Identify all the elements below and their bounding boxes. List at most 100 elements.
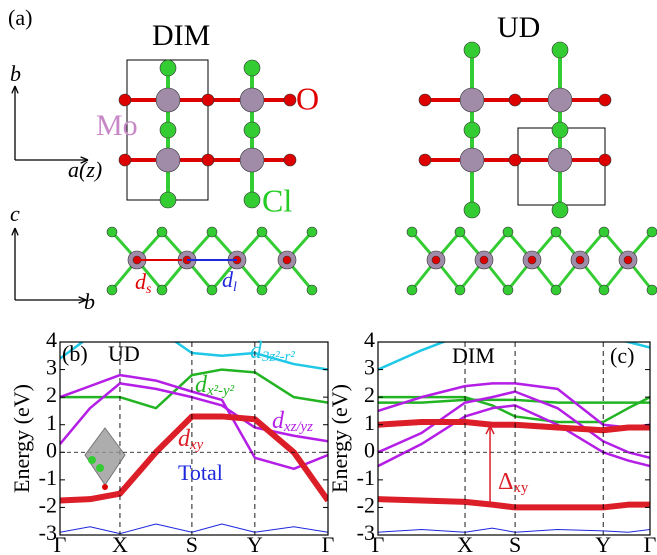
atom (460, 148, 484, 172)
y-tick-label: 2 (364, 382, 375, 407)
y-tick-label: -1 (39, 465, 57, 490)
atom (207, 285, 217, 295)
band (378, 400, 650, 403)
atom (548, 148, 572, 172)
panel-label: (a) (8, 5, 32, 30)
y-tick-label: 1 (46, 410, 57, 435)
element-label: Cl (262, 182, 292, 218)
atom (576, 256, 584, 264)
atom (284, 154, 296, 166)
y-tick-label: -3 (357, 520, 375, 545)
axis-label: c (10, 201, 20, 226)
y-tick-label: 4 (46, 327, 57, 352)
atom (548, 88, 572, 112)
atom (599, 154, 611, 166)
element-label: O (296, 80, 319, 116)
y-tick-label: -1 (357, 465, 375, 490)
atom (464, 122, 480, 138)
bond-label: dl (222, 267, 237, 295)
annotation-symbol: Δ (498, 469, 513, 495)
atom (156, 148, 180, 172)
atom (283, 256, 291, 264)
band (378, 405, 650, 466)
atom (244, 192, 260, 208)
structures (12, 42, 657, 303)
atom (407, 227, 417, 237)
atom (240, 148, 264, 172)
atom (552, 42, 568, 58)
atom-icon (96, 464, 104, 472)
atom (647, 227, 657, 237)
axis-label: b (84, 289, 95, 314)
y-tick-label: -3 (39, 520, 57, 545)
atom (257, 285, 267, 295)
atom (119, 94, 131, 106)
atom (240, 88, 264, 112)
bond-subscript: l (233, 280, 237, 295)
atom (528, 256, 536, 264)
atom (455, 285, 465, 295)
atom (407, 285, 417, 295)
structure-title: DIM (152, 19, 210, 52)
atom (107, 285, 117, 295)
y-tick-label: 3 (364, 355, 375, 380)
element-label: Mo (96, 109, 138, 142)
atom (157, 227, 167, 237)
atom (599, 285, 609, 295)
atom (552, 202, 568, 218)
atom (244, 60, 260, 76)
y-tick-label: 1 (364, 410, 375, 435)
band (378, 499, 650, 507)
y-tick-label: -2 (357, 492, 375, 517)
y-tick-label: 3 (46, 355, 57, 380)
atom (503, 285, 513, 295)
atom (307, 285, 317, 295)
atom (503, 227, 513, 237)
atom (460, 88, 484, 112)
atom (552, 122, 568, 138)
atom (119, 154, 131, 166)
atom (160, 122, 176, 138)
axis-label: b (10, 61, 21, 86)
series-label-subscript: 3z²-r² (261, 349, 295, 365)
atom (419, 154, 431, 166)
atom (307, 227, 317, 237)
atom (156, 88, 180, 112)
atom-icon (102, 484, 108, 490)
atom (257, 227, 267, 237)
bond-subscript: s (146, 282, 152, 297)
atom (551, 285, 561, 295)
atom-icon (88, 456, 96, 464)
y-tick-label: 0 (364, 437, 375, 462)
figure: (a) DIM UD b a(z) c b Mo O Cl ds dl ΓXSY… (0, 0, 657, 555)
panel-label: (c) (610, 343, 634, 368)
y-tick-label: 2 (46, 382, 57, 407)
series-label: dx²-y² (195, 372, 235, 400)
panel-label: (b) (62, 341, 88, 366)
y-tick-label: 4 (364, 327, 375, 352)
atom (284, 94, 296, 106)
atom (202, 154, 214, 166)
atom (647, 285, 657, 295)
atom (464, 202, 480, 218)
axis-label: a(z) (68, 157, 102, 182)
series-label: Total (178, 460, 223, 485)
atom (160, 60, 176, 76)
atom (107, 227, 117, 237)
series-label-subscript: xz/yz (283, 419, 313, 435)
series-label: dxy (178, 426, 204, 454)
y-tick-label: -2 (39, 492, 57, 517)
atom (157, 285, 167, 295)
atom (432, 256, 440, 264)
atom (509, 154, 521, 166)
band (60, 370, 328, 409)
atom (599, 94, 611, 106)
annotation-subscript: xy (513, 480, 528, 496)
y-tick-label: 0 (46, 437, 57, 462)
atom (160, 192, 176, 208)
y-axis-label: Energy (eV) (327, 384, 352, 493)
atom (599, 227, 609, 237)
atom (455, 227, 465, 237)
series-label: dxz/yz (272, 408, 313, 436)
structure-title: UD (497, 11, 540, 44)
